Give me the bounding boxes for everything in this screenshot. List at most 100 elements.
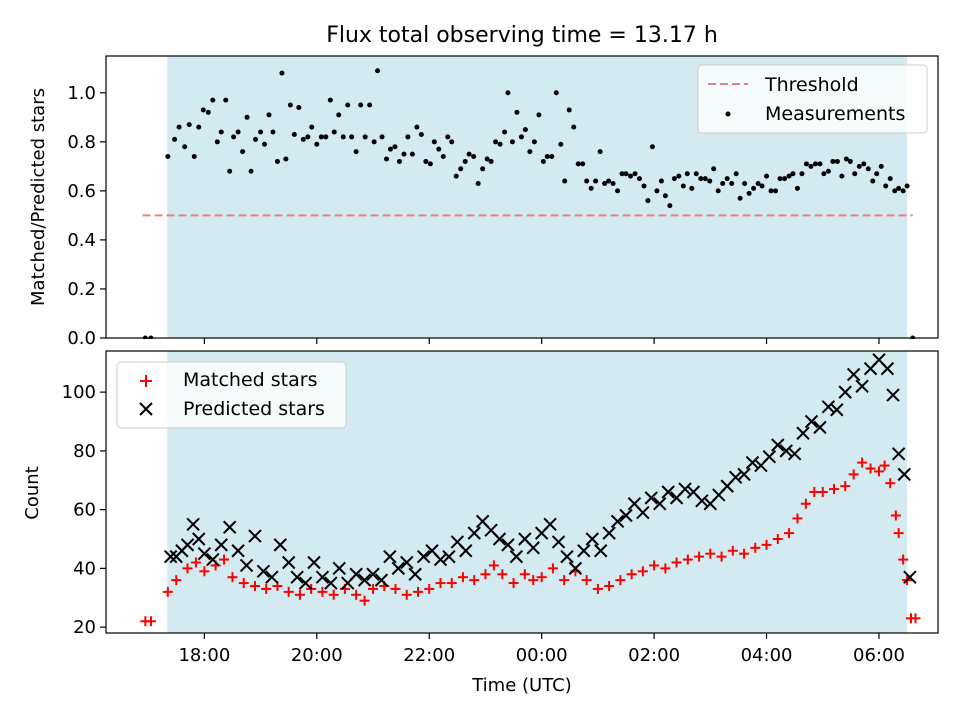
- predicted-stars-point-b: [206, 552, 220, 567]
- measurements-point: [619, 171, 625, 177]
- measurements-point: [418, 131, 424, 137]
- predicted-stars-point-b: [383, 549, 397, 564]
- x-tick-label: 22:00: [403, 645, 455, 666]
- matched-stars-point: [435, 578, 446, 589]
- measurements-point: [562, 178, 568, 184]
- measurements-point: [165, 154, 171, 160]
- chart-title: Flux total observing time = 13.17 h: [326, 23, 718, 48]
- matched-stars-point: [615, 575, 626, 586]
- predicted-stars-point: [695, 494, 709, 508]
- measurements-point: [540, 158, 546, 164]
- measurements-point: [336, 112, 342, 118]
- measurements-point: [861, 161, 867, 167]
- predicted-stars-point-b: [804, 414, 819, 429]
- predicted-stars-point: [163, 549, 178, 564]
- matched-stars-point: [182, 563, 193, 574]
- measurements-point: [518, 134, 524, 140]
- predicted-stars-point-b: [290, 570, 304, 584]
- measurements-point: [536, 112, 542, 118]
- predicted-stars-point-b: [526, 541, 540, 555]
- predicted-stars-point-b: [560, 549, 574, 564]
- measurements-point: [182, 144, 188, 150]
- predicted-stars-point: [222, 520, 237, 534]
- matched-stars-point: [890, 510, 901, 521]
- predicted-stars-point-b: [762, 450, 777, 464]
- measurements-point: [878, 163, 884, 169]
- y-tick-label: 100: [62, 382, 96, 403]
- matched-stars-point: [171, 575, 182, 586]
- measurements-point: [549, 154, 555, 160]
- predicted-stars-point-b: [349, 567, 363, 581]
- measurements-point: [707, 178, 713, 184]
- matched-stars-point: [488, 560, 499, 571]
- predicted-stars-point-b: [880, 361, 895, 376]
- measurements-legend-swatch: [725, 111, 731, 117]
- matched-stars-series: [140, 457, 921, 627]
- measurements-point: [349, 134, 355, 140]
- predicted-stars-point: [357, 573, 372, 587]
- axes-frame: [105, 55, 939, 339]
- matched-stars-point: [368, 583, 379, 594]
- matched-stars-point: [457, 572, 468, 583]
- measurements-point: [384, 156, 390, 162]
- measurements-point: [396, 158, 402, 164]
- measurements-point: [892, 188, 898, 194]
- plot-area: [140, 353, 921, 627]
- measurements-point: [210, 97, 216, 103]
- predicted-stars-point: [804, 414, 819, 429]
- predicted-stars-series: [163, 353, 917, 590]
- matched-stars-point: [750, 542, 761, 553]
- matched-stars-point: [626, 569, 637, 580]
- measurements-point: [392, 144, 398, 150]
- y-tick-label: 20: [73, 617, 96, 638]
- predicted-stars-point: [830, 403, 844, 417]
- predicted-stars-point-b: [416, 549, 431, 564]
- predicted-stars-point: [610, 514, 625, 529]
- measurements-point: [300, 136, 306, 142]
- predicted-stars-point: [813, 420, 827, 435]
- predicted-stars-point-b: [467, 526, 481, 540]
- x-tick-label: 00:00: [516, 645, 568, 666]
- predicted-stars-point: [442, 549, 456, 564]
- matched-stars-point: [559, 575, 570, 586]
- measurements-point: [715, 188, 721, 194]
- measurements-point: [387, 146, 393, 152]
- matched-stars-point: [162, 586, 173, 597]
- matched-stars-point: [817, 487, 828, 497]
- matched-stars-point: [508, 578, 519, 589]
- measurements-point: [358, 102, 364, 108]
- predicted-stars-point: [332, 561, 347, 576]
- measurements-point: [839, 173, 845, 179]
- predicted-stars-point: [577, 544, 591, 558]
- measurements-point: [331, 129, 337, 135]
- y-tick-label: 0.2: [67, 279, 96, 300]
- measurements-point: [509, 139, 515, 145]
- predicted-stars-point-b: [678, 482, 692, 496]
- measurements-point: [458, 166, 464, 172]
- measurements-point: [274, 158, 280, 164]
- matched-stars-legend-swatch: [140, 375, 152, 387]
- predicted-stars-point-b: [332, 561, 347, 576]
- predicted-stars-point: [543, 517, 557, 532]
- measurements-point: [615, 188, 621, 194]
- predicted-stars-point: [192, 532, 206, 546]
- predicted-stars-point: [644, 491, 659, 505]
- matched-stars-point: [865, 463, 876, 474]
- matched-stars-point: [879, 460, 890, 471]
- predicted-stars-point-b: [577, 544, 591, 558]
- measurements-point: [733, 171, 739, 177]
- matched-stars-point: [190, 557, 201, 568]
- measurements-point: [431, 139, 437, 145]
- measurements-point: [427, 161, 433, 167]
- predicted-stars-point-b: [745, 455, 760, 470]
- measurements-point: [689, 185, 695, 191]
- predicted-stars-point: [560, 549, 574, 564]
- measurements-point: [812, 161, 818, 167]
- measurements-point: [362, 134, 368, 140]
- predicted-stars-point-b: [568, 561, 583, 576]
- predicted-stars-point: [745, 455, 760, 470]
- measurements-point: [900, 188, 906, 194]
- measurements-point: [480, 166, 486, 172]
- predicted-stars-point-b: [728, 470, 743, 485]
- count-legend: Matched stars Predicted stars: [116, 361, 347, 429]
